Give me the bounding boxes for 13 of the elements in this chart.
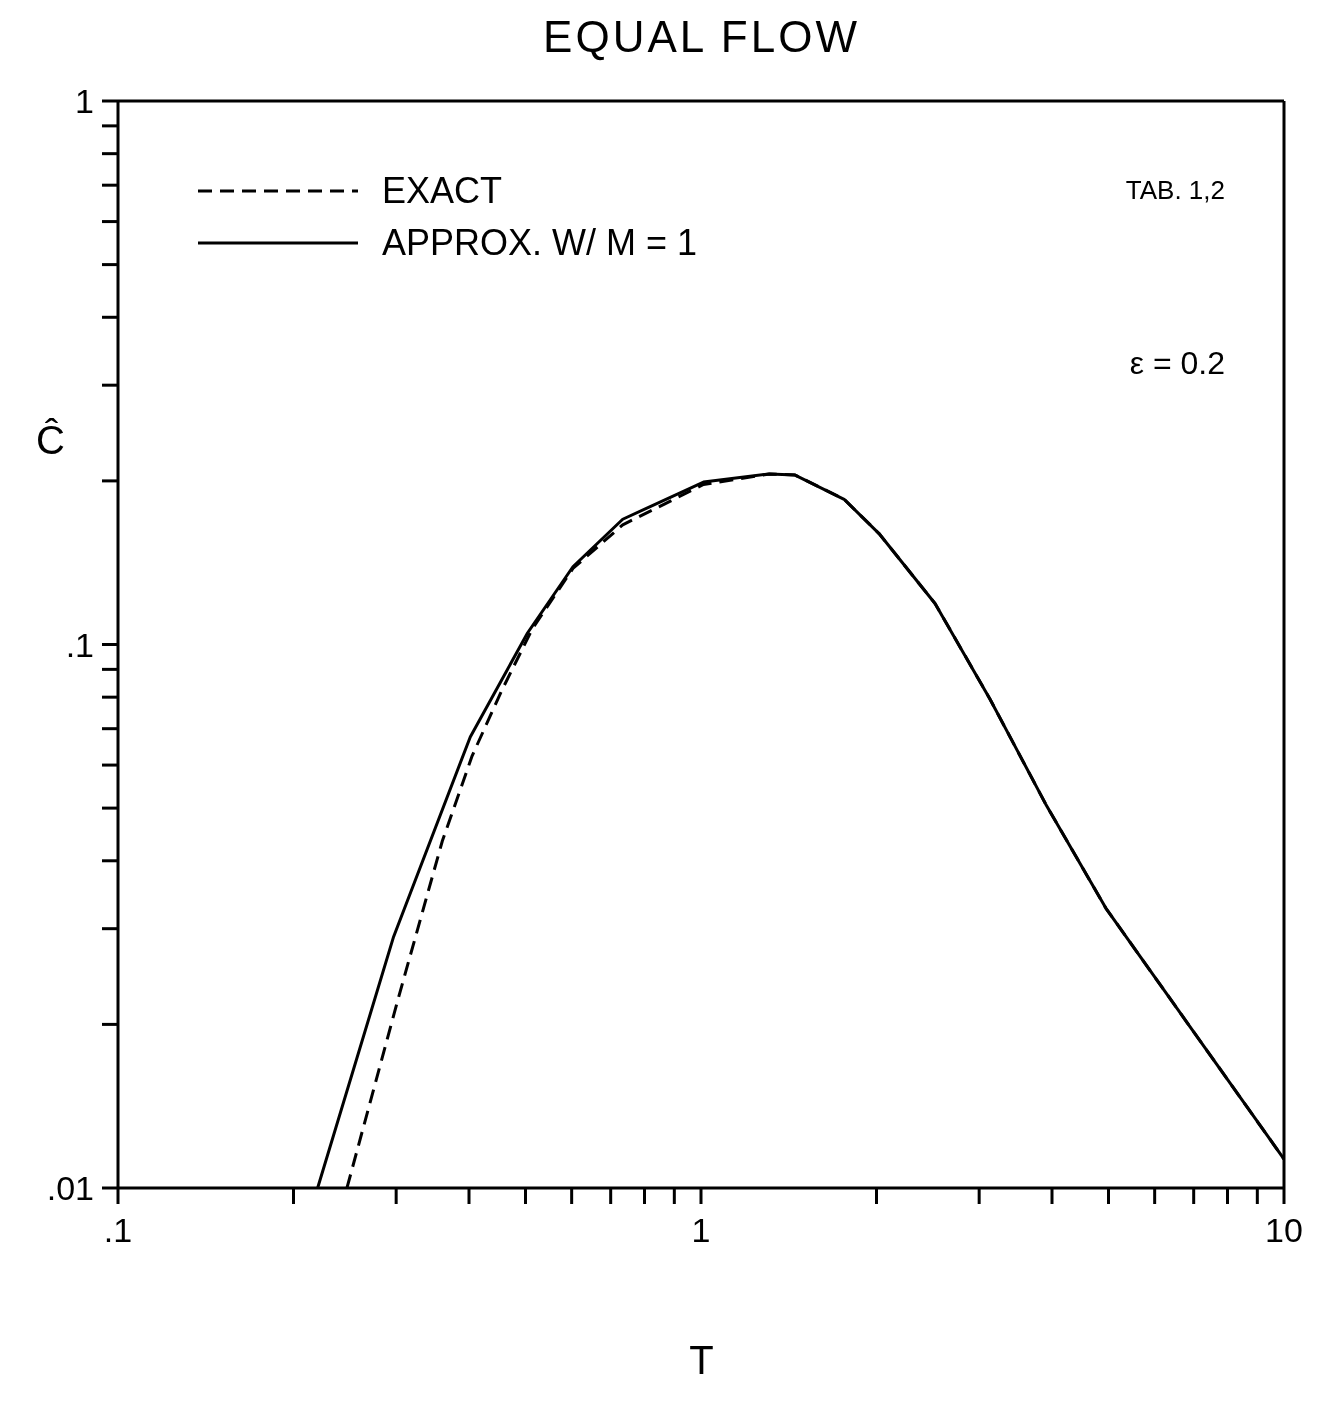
x-axis-title: T: [688, 1338, 715, 1383]
legend-label: APPROX. W/ M = 1: [382, 222, 698, 264]
annotation: ε = 0.2: [1129, 345, 1225, 382]
y-tick-label: 1: [75, 82, 94, 121]
x-tick-label: 10: [1265, 1211, 1303, 1250]
chart-title: EQUAL FLOW: [542, 12, 861, 62]
annotation: TAB. 1,2: [1125, 175, 1225, 206]
x-tick-label: 1: [691, 1211, 711, 1250]
x-tick-label: .1: [103, 1211, 133, 1250]
y-axis-title: Ĉ: [36, 418, 65, 463]
y-tick-label: .01: [46, 1169, 94, 1208]
legend-label: EXACT: [382, 170, 503, 212]
y-tick-label: .1: [65, 625, 94, 664]
